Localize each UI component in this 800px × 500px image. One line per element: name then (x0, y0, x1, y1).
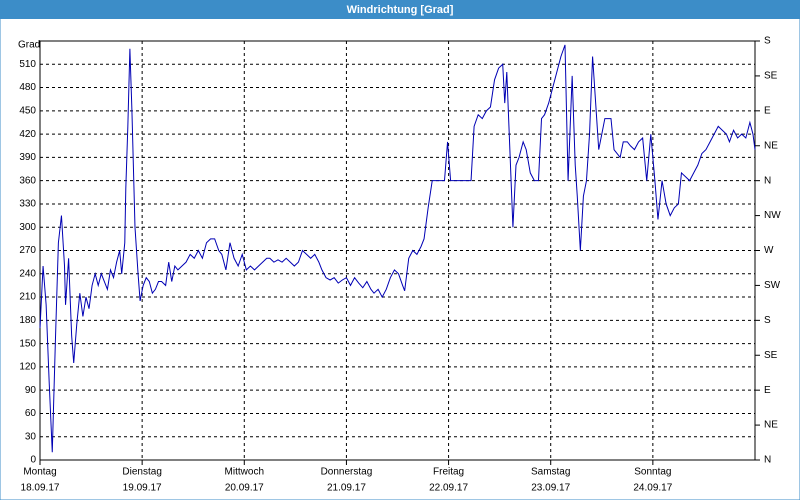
y-tick-label: 60 (25, 408, 37, 419)
y2-tick-label: SE (764, 350, 778, 361)
y-tick-label: 270 (19, 245, 36, 256)
y-tick-label: 420 (19, 129, 36, 140)
x-tick-label: Samstag (531, 467, 570, 478)
x-tick-label: Montag (23, 467, 56, 478)
y2-tick-label: E (764, 105, 771, 116)
x-tick-label: Mittwoch (225, 467, 264, 478)
y-tick-label: 180 (19, 315, 36, 326)
y-tick-label: 450 (19, 105, 36, 116)
y-tick-label: 210 (19, 292, 36, 303)
y2-tick-label: S (764, 315, 771, 326)
y2-tick-label: W (764, 245, 774, 256)
x-tick-label: Donnerstag (321, 467, 373, 478)
x-tick-date: 23.09.17 (531, 483, 570, 494)
y-tick-label: 120 (19, 362, 36, 373)
y-tick-label: 330 (19, 199, 36, 210)
y-tick-label: 510 (19, 59, 36, 70)
y2-tick-label: SE (764, 71, 778, 82)
x-tick-date: 21.09.17 (327, 483, 366, 494)
y-tick-label: 390 (19, 152, 36, 163)
x-tick-date: 20.09.17 (225, 483, 264, 494)
data-line (39, 44, 756, 453)
title-bar (0, 0, 800, 19)
y2-tick-label: S (764, 36, 771, 47)
y-tick-label: 150 (19, 338, 36, 349)
y2-tick-label: NW (764, 210, 781, 221)
y-tick-label: 30 (25, 431, 37, 442)
x-tick-label: Dienstag (122, 467, 161, 478)
y2-tick-label: NE (764, 420, 778, 431)
y2-tick-label: E (764, 385, 771, 396)
y2-tick-label: N (764, 455, 771, 466)
y-tick-label: 300 (19, 222, 36, 233)
y2-tick-label: SW (764, 280, 781, 291)
x-tick-label: Freitag (433, 467, 464, 478)
y-axis-label: Grad (18, 40, 40, 51)
x-tick-date: 19.09.17 (123, 483, 162, 494)
y-tick-label: 480 (19, 82, 36, 93)
y2-tick-label: N (764, 175, 771, 186)
y2-tick-label: NE (764, 140, 778, 151)
x-tick-label: Sonntag (634, 467, 671, 478)
y-tick-label: 0 (30, 455, 36, 466)
x-tick-date: 22.09.17 (429, 483, 468, 494)
x-tick-date: 18.09.17 (21, 483, 60, 494)
x-tick-date: 24.09.17 (633, 483, 672, 494)
y-tick-label: 360 (19, 175, 36, 186)
window-title: Windrichtung [Grad] (347, 4, 454, 16)
y-tick-label: 240 (19, 268, 36, 279)
y-tick-label: 90 (25, 385, 37, 396)
